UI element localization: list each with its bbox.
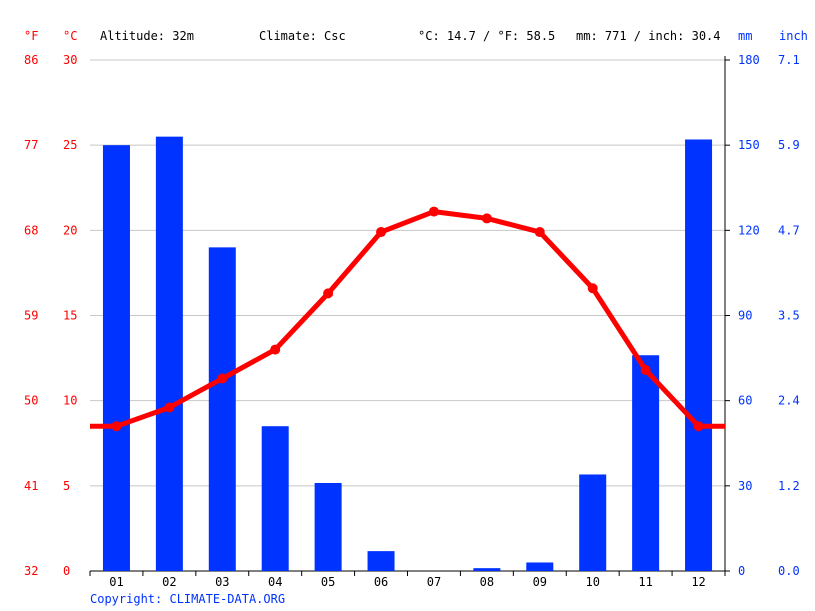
temperature-point-12 <box>693 421 704 432</box>
temperature-point-09 <box>534 227 545 238</box>
temperature-point-01 <box>111 421 122 432</box>
mm-tick-label: 0 <box>738 564 745 578</box>
temperature-point-05 <box>323 288 334 299</box>
grid-lines <box>90 59 725 572</box>
inch-unit-label: inch <box>779 29 808 43</box>
precipitation-bar-12 <box>685 139 713 571</box>
mm-tick-label: 90 <box>738 309 752 323</box>
fahrenheit-tick-label: 68 <box>24 223 38 237</box>
fahrenheit-tick-label: 86 <box>24 53 38 67</box>
mm-unit-label: mm <box>738 29 752 43</box>
fahrenheit-tick-label: 41 <box>24 479 38 493</box>
average-temperature-label: °C: 14.7 / °F: 58.5 <box>418 29 555 43</box>
celsius-tick-label: 5 <box>63 479 70 493</box>
month-tick-label: 11 <box>638 575 652 589</box>
celsius-tick-label: 15 <box>63 309 77 323</box>
month-tick-label: 08 <box>480 575 494 589</box>
month-tick-label: 09 <box>533 575 547 589</box>
celsius-tick-label: 25 <box>63 138 77 152</box>
copyright-label: Copyright: CLIMATE-DATA.ORG <box>90 592 285 606</box>
inch-tick-label: 2.4 <box>778 394 800 408</box>
precipitation-bar-09 <box>526 562 554 571</box>
inch-tick-label: 1.2 <box>778 479 800 493</box>
month-tick-label: 02 <box>162 575 176 589</box>
mm-tick-label: 150 <box>738 138 760 152</box>
precipitation-bar-01 <box>102 145 130 571</box>
precipitation-bar-11 <box>632 355 660 571</box>
month-tick-label: 12 <box>691 575 705 589</box>
celsius-tick-label: 0 <box>63 564 70 578</box>
mm-tick-label: 180 <box>738 53 760 67</box>
precipitation-bar-05 <box>314 482 342 571</box>
celsius-unit-label: °C <box>63 29 77 43</box>
temperature-point-03 <box>217 373 228 384</box>
precipitation-bar-06 <box>367 551 395 571</box>
tick-labels: 86 30 180 7.177 25 150 5.968 20 120 4.759 15 90 3.55… <box>24 53 800 589</box>
altitude-label: Altitude: 32m <box>100 29 194 43</box>
temperature-point-06 <box>376 227 387 238</box>
celsius-tick-label: 30 <box>63 53 77 67</box>
fahrenheit-tick-label: 59 <box>24 309 38 323</box>
fahrenheit-tick-label: 32 <box>24 564 38 578</box>
month-tick-label: 05 <box>321 575 335 589</box>
celsius-tick-label: 10 <box>63 394 77 408</box>
mm-tick-label: 30 <box>738 479 752 493</box>
temperature-point-10 <box>587 283 598 294</box>
temperature-point-04 <box>270 344 281 355</box>
temperature-point-11 <box>640 365 651 376</box>
mm-tick-label: 60 <box>738 394 752 408</box>
fahrenheit-unit-label: °F <box>24 29 38 43</box>
month-tick-label: 07 <box>427 575 441 589</box>
month-tick-label: 01 <box>109 575 123 589</box>
inch-tick-label: 7.1 <box>778 53 800 67</box>
precipitation-bar-10 <box>579 474 607 571</box>
axes <box>89 56 730 576</box>
month-tick-label: 03 <box>215 575 229 589</box>
month-tick-label: 10 <box>585 575 599 589</box>
month-tick-label: 06 <box>374 575 388 589</box>
precipitation-bar-04 <box>261 426 289 571</box>
fahrenheit-tick-label: 50 <box>24 394 38 408</box>
celsius-tick-label: 20 <box>63 223 77 237</box>
fahrenheit-tick-label: 77 <box>24 138 38 152</box>
precipitation-bars <box>102 136 713 571</box>
temperature-point-02 <box>164 402 175 413</box>
precipitation-bar-02 <box>155 136 183 571</box>
precipitation-bar-03 <box>208 247 236 571</box>
inch-tick-label: 5.9 <box>778 138 800 152</box>
temperature-line <box>90 206 725 432</box>
inch-tick-label: 3.5 <box>778 309 800 323</box>
total-precipitation-label: mm: 771 / inch: 30.4 <box>576 29 721 43</box>
inch-tick-label: 4.7 <box>778 223 800 237</box>
mm-tick-label: 120 <box>738 223 760 237</box>
temperature-point-08 <box>481 213 492 224</box>
month-tick-label: 04 <box>268 575 282 589</box>
temperature-line-path <box>90 209 725 429</box>
inch-tick-label: 0.0 <box>778 564 800 578</box>
precipitation-bar-08 <box>473 568 501 571</box>
temperature-point-07 <box>428 206 439 217</box>
climate-label: Climate: Csc <box>259 29 346 43</box>
